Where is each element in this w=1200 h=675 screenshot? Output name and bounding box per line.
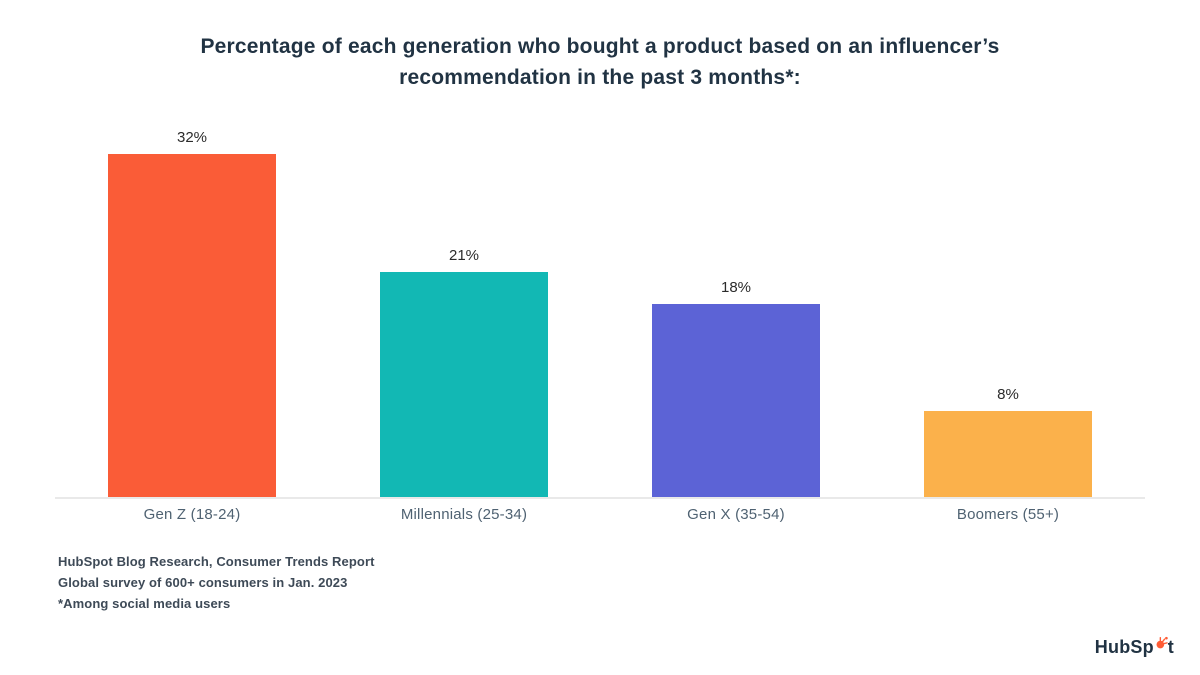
x-axis-category-label: Gen Z (18-24) (143, 506, 241, 523)
bar-value-label: 32% (176, 129, 208, 146)
source-footnotes: HubSpot Blog Research, Consumer Trends R… (58, 551, 375, 614)
x-axis-line (55, 497, 1145, 499)
hubspot-logo: HubSp t (1094, 634, 1174, 658)
bar (380, 272, 548, 497)
x-axis-category-label: Boomers (55+) (956, 506, 1060, 523)
chart-title: Percentage of each generation who bought… (0, 31, 1200, 93)
bar-value-label: 8% (997, 386, 1019, 403)
hubspot-sprocket-icon (1154, 634, 1169, 655)
bar-value-label: 21% (448, 247, 480, 264)
bar-value-label: 18% (720, 279, 752, 296)
bar (924, 411, 1092, 497)
chart-title-line2: recommendation in the past 3 months*: (399, 66, 801, 89)
bar (108, 154, 276, 497)
footnote-asterisk: *Among social media users (58, 596, 231, 611)
hubspot-logo-text-suffix: t (1167, 637, 1174, 657)
footnote-survey: Global survey of 600+ consumers in Jan. … (58, 575, 348, 590)
x-axis-category-label: Millennials (25-34) (400, 506, 528, 523)
x-axis-category-label: Gen X (35-54) (687, 506, 785, 523)
footnote-source: HubSpot Blog Research, Consumer Trends R… (58, 554, 375, 569)
chart-title-line1: Percentage of each generation who bought… (200, 35, 1000, 58)
hubspot-logo-text-prefix: HubSp (1094, 637, 1154, 657)
bar (652, 304, 820, 497)
